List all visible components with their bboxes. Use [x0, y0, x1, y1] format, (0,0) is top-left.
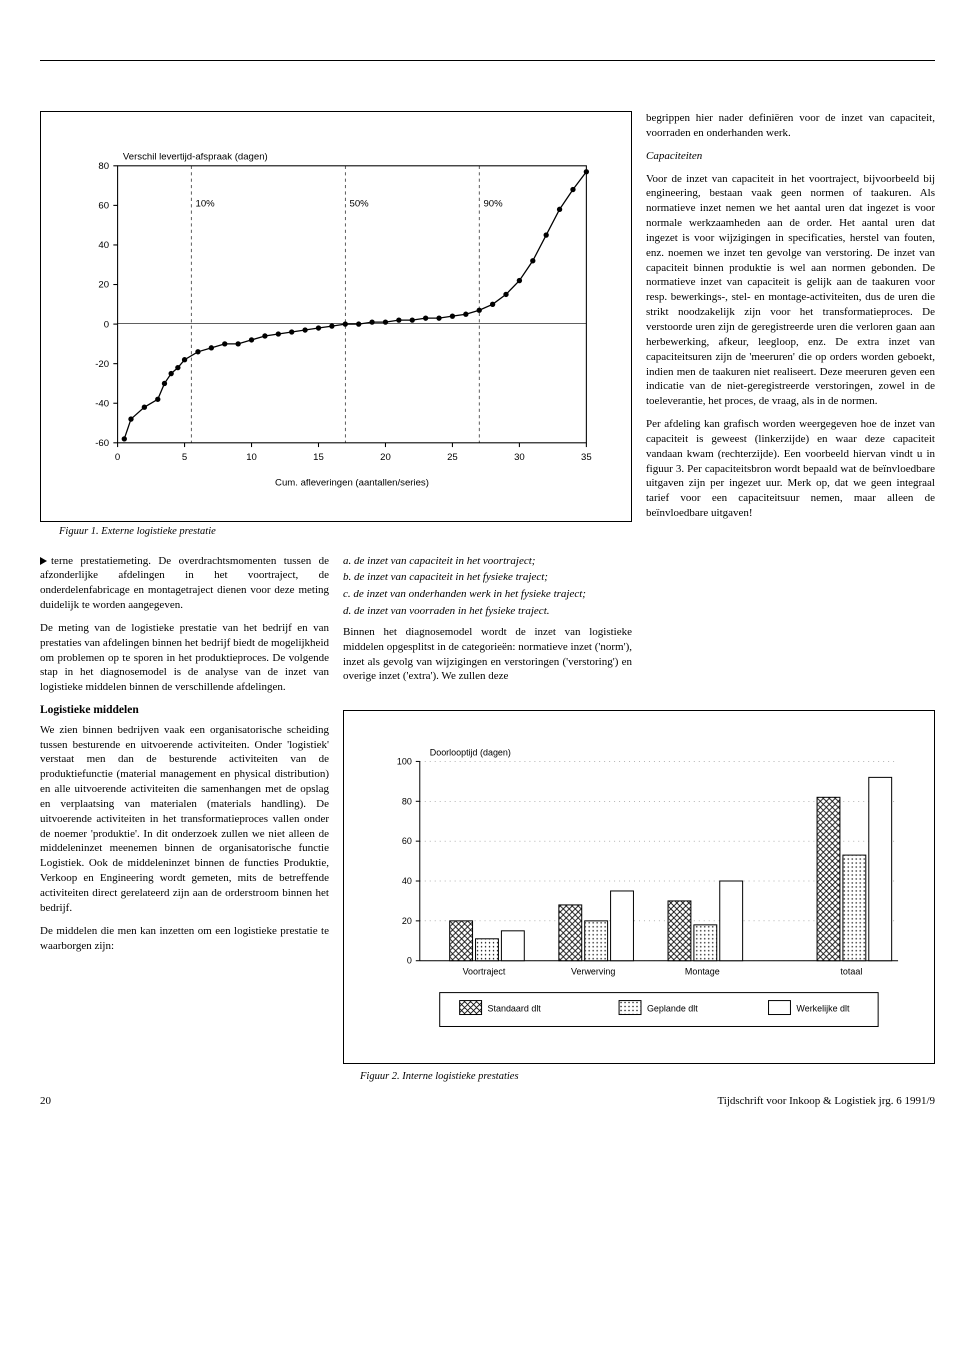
svg-text:Werkelijke dlt: Werkelijke dlt — [796, 1004, 850, 1014]
col1-h1: Logistieke middelen — [40, 703, 329, 719]
svg-text:20: 20 — [380, 452, 391, 463]
svg-text:100: 100 — [397, 757, 412, 767]
svg-text:60: 60 — [98, 201, 109, 212]
svg-text:50%: 50% — [350, 198, 370, 209]
figure-2-caption: Figuur 2. Interne logistieke prestaties — [360, 1070, 918, 1084]
svg-text:0: 0 — [407, 956, 412, 966]
svg-text:20: 20 — [402, 916, 412, 926]
col2-p1: Binnen het diagnosemodel wordt de inzet … — [343, 625, 632, 684]
col1-lead-text: terne prestatiemeting. De overdrachtsmom… — [40, 555, 329, 612]
column-3: begrippen hier nader definiëren voor de … — [646, 111, 935, 692]
figure-2: Doorlooptijd (dagen) 0 20 40 60 80 100 Voortr… — [343, 710, 935, 1064]
svg-text:Voortraject: Voortraject — [463, 967, 506, 977]
svg-text:25: 25 — [447, 452, 458, 463]
col3-p0: begrippen hier nader definiëren voor de … — [646, 111, 935, 141]
fig2-ylabel: Doorlooptijd (dagen) — [430, 748, 511, 758]
col1-p4: De middelen die men kan inzetten om een … — [40, 924, 329, 954]
svg-text:Standaard dlt: Standaard dlt — [488, 1004, 542, 1014]
col3-h1: Capaciteiten — [646, 149, 935, 164]
svg-text:Verwerving: Verwerving — [571, 967, 615, 977]
abcd-list: a. de inzet van capaciteit in het voortr… — [343, 554, 632, 619]
svg-text:90%: 90% — [483, 198, 503, 209]
svg-text:30: 30 — [514, 452, 525, 463]
fig1-ylabel: Verschil levertijd-afspraak (dagen) — [123, 151, 268, 162]
list-a: a. de inzet van capaciteit in het voortr… — [343, 554, 632, 569]
list-d: d. de inzet van voorraden in het fysieke… — [343, 604, 632, 619]
list-b: b. de inzet van capaciteit in het fysiek… — [343, 570, 632, 585]
column-1: terne prestatiemeting. De overdrachtsmom… — [40, 554, 329, 1065]
svg-text:20: 20 — [98, 280, 109, 291]
figure-1-caption: Figuur 1. Externe logistieke prestatie — [59, 525, 613, 539]
list-c: c. de inzet van onderhanden werk in het … — [343, 587, 632, 602]
svg-text:10%: 10% — [196, 198, 216, 209]
svg-text:10: 10 — [246, 452, 257, 463]
svg-text:Geplande dlt: Geplande dlt — [647, 1004, 698, 1014]
svg-text:5: 5 — [182, 452, 187, 463]
svg-text:-20: -20 — [95, 359, 109, 370]
page-footer: 20 Tijdschrift voor Inkoop & Logistiek j… — [40, 1094, 935, 1109]
svg-text:80: 80 — [98, 161, 109, 172]
svg-text:15: 15 — [313, 452, 324, 463]
figure-1-chart: Verschil levertijd-afspraak (dagen) -60 -… — [59, 130, 613, 511]
svg-text:60: 60 — [402, 836, 412, 846]
fig1-xlabel: Cum. afleveringen (aantallen/series) — [275, 477, 429, 488]
svg-text:0: 0 — [104, 319, 109, 330]
svg-text:80: 80 — [402, 797, 412, 807]
col1-p3: We zien binnen bedrijven vaak een organi… — [40, 723, 329, 916]
col3-p1: Voor de inzet van capaciteit in het voor… — [646, 172, 935, 410]
svg-text:Montage: Montage — [685, 967, 720, 977]
col1-p2: De meting van de logistieke prestatie va… — [40, 621, 329, 695]
column-2: a. de inzet van capaciteit in het voortr… — [343, 554, 632, 693]
svg-text:40: 40 — [402, 876, 412, 886]
journal-ref: Tijdschrift voor Inkoop & Logistiek jrg.… — [717, 1094, 935, 1109]
col3-p2: Per afdeling kan grafisch worden weergeg… — [646, 417, 935, 521]
svg-text:-60: -60 — [95, 438, 109, 449]
svg-text:totaal: totaal — [840, 967, 862, 977]
figure-1: Verschil levertijd-afspraak (dagen) -60 -… — [40, 111, 632, 522]
col1-lead: terne prestatiemeting. De overdrachtsmom… — [40, 554, 329, 613]
continuation-marker-icon — [40, 557, 47, 565]
page-number: 20 — [40, 1094, 51, 1109]
figure-2-chart: Doorlooptijd (dagen) 0 20 40 60 80 100 Voortr… — [360, 727, 918, 1055]
svg-text:35: 35 — [581, 452, 592, 463]
svg-text:-40: -40 — [95, 398, 109, 409]
svg-text:0: 0 — [115, 452, 120, 463]
svg-text:40: 40 — [98, 240, 109, 251]
